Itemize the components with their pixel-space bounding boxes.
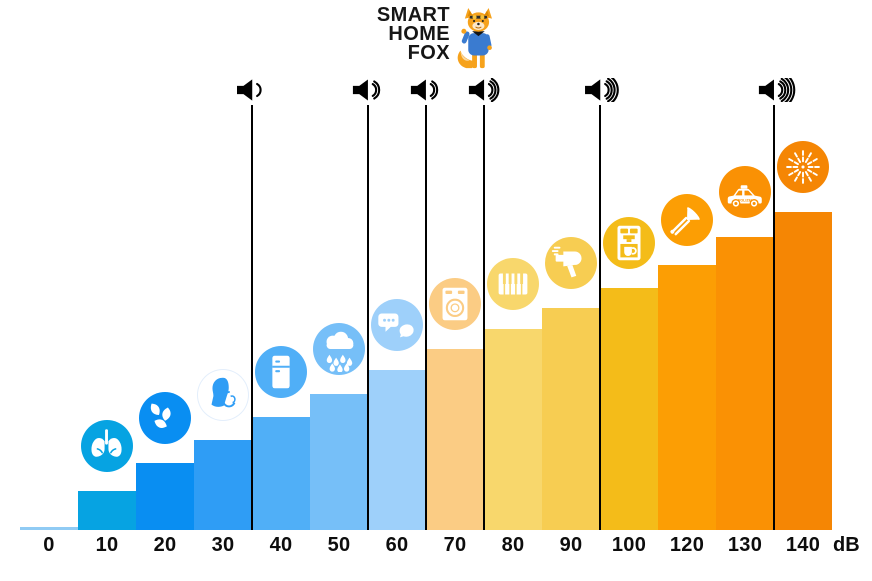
axis-label-140: 140	[785, 534, 821, 556]
logo: SMART HOME FOX	[300, 4, 499, 71]
axis-label-40: 40	[269, 534, 293, 556]
axis-label-70: 70	[443, 534, 467, 556]
threshold-line-1	[251, 105, 253, 530]
fireworks-icon	[785, 149, 821, 185]
speaker-2-waves-2	[352, 78, 382, 107]
coffee-machine-icon-circle	[603, 217, 655, 269]
axis-label-50: 50	[327, 534, 351, 556]
lungs-icon-circle	[81, 420, 133, 472]
logo-text: SMART HOME FOX	[300, 4, 450, 64]
threshold-line-3	[425, 105, 427, 530]
logo-text-line-2: HOME	[388, 23, 450, 45]
leaves-icon	[150, 403, 171, 428]
trombone-icon	[670, 207, 700, 236]
police-car-icon-circle: POLIZEI	[719, 166, 771, 218]
bar-0db	[20, 527, 78, 530]
police-car-icon: POLIZEI	[727, 185, 762, 209]
axis-label-130: 130	[727, 534, 763, 556]
axis-label-0: 0	[43, 534, 55, 556]
bar-120db	[658, 265, 716, 530]
hair-dryer-icon	[551, 246, 582, 278]
axis-label-30: 30	[211, 534, 235, 556]
svg-text:POLIZEI: POLIZEI	[738, 198, 752, 202]
bar-140db	[774, 212, 832, 530]
coffee-machine-icon	[617, 225, 641, 261]
threshold-line-2	[367, 105, 369, 530]
piano-icon-circle	[487, 258, 539, 310]
fox-mascot-icon	[457, 7, 492, 69]
axis-label-60: 60	[385, 534, 409, 556]
axis-label-10: 10	[95, 534, 119, 556]
speaker-volume-icon	[468, 77, 500, 103]
refrigerator-icon-circle	[255, 346, 307, 398]
bar-60db	[368, 370, 426, 530]
speaker-6-waves-5	[758, 72, 800, 108]
bar-100db	[600, 288, 658, 530]
whisper-icon	[211, 377, 236, 408]
rain-icon	[326, 331, 354, 372]
speaker-3-waves-2	[410, 78, 440, 107]
bar-80db	[484, 329, 542, 530]
bar-40db	[252, 417, 310, 530]
speaker-1-waves-1	[236, 78, 262, 107]
bar-20db	[136, 463, 194, 530]
bar-10db	[78, 491, 136, 530]
bar-30db	[194, 440, 252, 530]
washing-machine-icon-circle	[429, 278, 481, 330]
hair-dryer-icon-circle	[545, 237, 597, 289]
threshold-line-6	[773, 105, 775, 530]
axis-label-90: 90	[559, 534, 583, 556]
lungs-icon	[91, 429, 122, 457]
bar-70db	[426, 349, 484, 530]
logo-text-line-3: FOX	[407, 42, 450, 64]
conversation-icon	[378, 313, 415, 340]
bar-130db	[716, 237, 774, 530]
speaker-volume-icon	[352, 79, 381, 101]
refrigerator-icon	[272, 355, 290, 389]
piano-icon	[498, 273, 528, 295]
fireworks-icon-circle	[777, 141, 829, 193]
axis-label-20: 20	[153, 534, 177, 556]
speaker-volume-icon	[237, 79, 262, 101]
bar-50db	[310, 394, 368, 530]
leaves-icon-circle	[139, 392, 191, 444]
axis-label-100: 100	[611, 534, 647, 556]
axis-label-120: 120	[669, 534, 705, 556]
logo-text-line-1: SMART	[376, 4, 450, 26]
speaker-volume-icon	[585, 75, 619, 105]
conversation-icon-circle	[371, 299, 423, 351]
axis-label-80: 80	[501, 534, 525, 556]
speaker-5-waves-4	[584, 75, 623, 107]
speaker-volume-icon	[758, 72, 796, 108]
rain-icon-circle	[313, 323, 365, 375]
bar-90db	[542, 308, 600, 530]
axis-unit-label: dB	[833, 534, 860, 556]
washing-machine-icon	[442, 287, 468, 321]
threshold-line-4	[483, 105, 485, 530]
speaker-volume-icon	[410, 79, 439, 101]
whisper-icon-circle	[197, 369, 249, 421]
trombone-icon-circle	[661, 194, 713, 246]
threshold-line-5	[599, 105, 601, 530]
speaker-4-waves-3	[468, 77, 502, 107]
